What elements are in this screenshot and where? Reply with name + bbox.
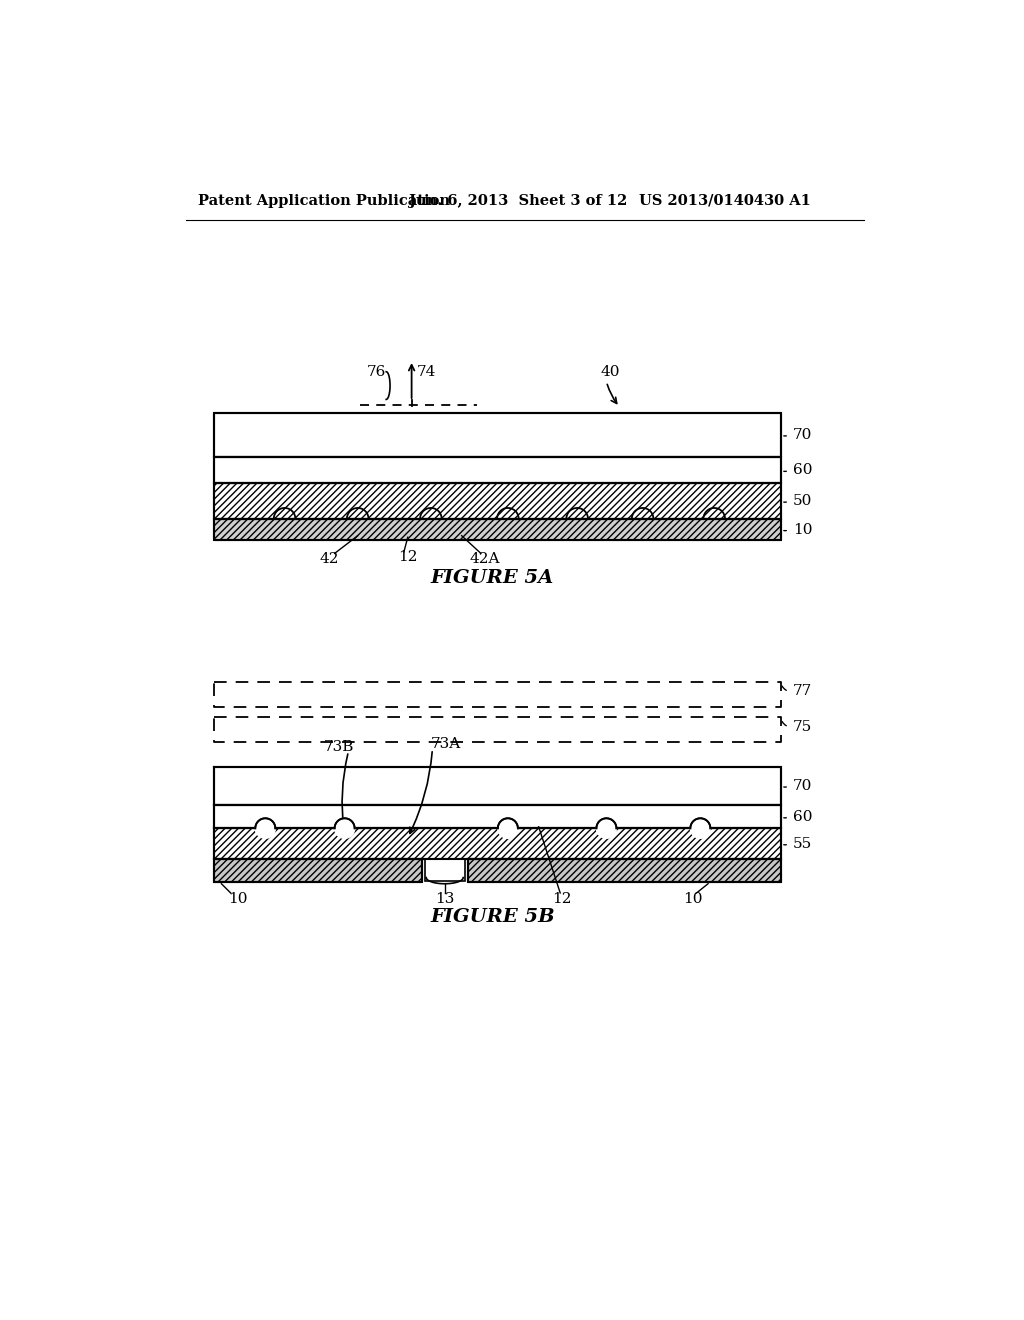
Text: FIGURE 5B: FIGURE 5B bbox=[430, 908, 555, 925]
Circle shape bbox=[255, 818, 275, 838]
Circle shape bbox=[596, 818, 616, 838]
Text: 12: 12 bbox=[552, 892, 571, 906]
Text: 13: 13 bbox=[435, 892, 455, 906]
Circle shape bbox=[335, 818, 354, 838]
Bar bbox=[468, 859, 781, 882]
Bar bbox=[214, 412, 781, 457]
Text: 10: 10 bbox=[793, 523, 812, 536]
Text: 42: 42 bbox=[319, 552, 339, 566]
Bar bbox=[214, 457, 781, 483]
Circle shape bbox=[690, 818, 711, 838]
Text: 73B: 73B bbox=[324, 741, 354, 755]
Text: 70: 70 bbox=[793, 428, 812, 442]
Bar bbox=[214, 767, 781, 805]
Text: FIGURE 5A: FIGURE 5A bbox=[431, 569, 554, 587]
Bar bbox=[214, 519, 781, 540]
Text: 12: 12 bbox=[398, 550, 418, 564]
Bar bbox=[425, 859, 465, 880]
Text: Jun. 6, 2013  Sheet 3 of 12: Jun. 6, 2013 Sheet 3 of 12 bbox=[410, 194, 628, 207]
Text: 76: 76 bbox=[367, 366, 386, 379]
Text: 70: 70 bbox=[793, 779, 812, 793]
Bar bbox=[214, 483, 781, 519]
Text: 77: 77 bbox=[793, 684, 812, 698]
Text: 50: 50 bbox=[793, 494, 812, 508]
Text: 10: 10 bbox=[683, 892, 702, 906]
Text: 42A: 42A bbox=[470, 552, 500, 566]
Text: US 2013/0140430 A1: US 2013/0140430 A1 bbox=[639, 194, 811, 207]
Bar bbox=[214, 829, 781, 859]
Text: Patent Application Publication: Patent Application Publication bbox=[199, 194, 451, 207]
Text: 75: 75 bbox=[793, 719, 812, 734]
Bar bbox=[214, 805, 781, 829]
Text: 40: 40 bbox=[600, 366, 620, 379]
Bar bbox=[214, 859, 422, 882]
Text: 55: 55 bbox=[793, 837, 812, 850]
Text: 60: 60 bbox=[793, 809, 812, 824]
Circle shape bbox=[498, 818, 518, 838]
Text: 73A: 73A bbox=[431, 737, 461, 751]
Text: 60: 60 bbox=[793, 463, 812, 478]
Text: 10: 10 bbox=[228, 892, 248, 906]
Text: 74: 74 bbox=[417, 366, 436, 379]
